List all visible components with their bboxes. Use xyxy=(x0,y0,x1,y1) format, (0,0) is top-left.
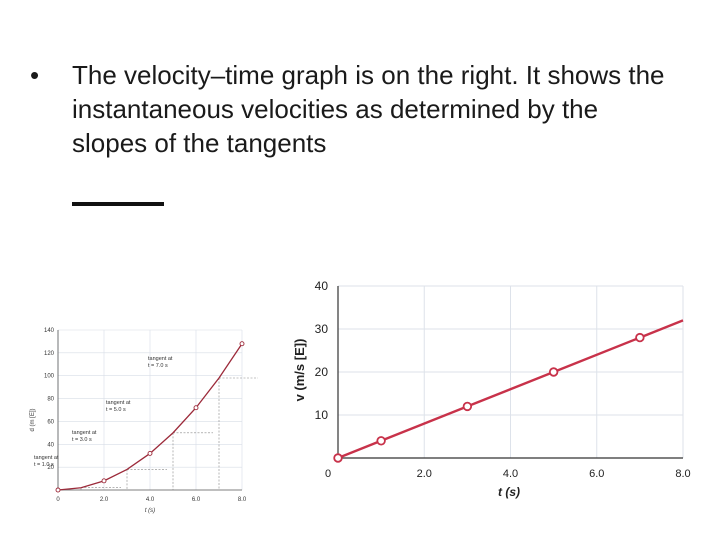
x-tick-label: 2.0 xyxy=(100,497,109,503)
fill-in-blank-line xyxy=(72,202,164,206)
y-tick-label: 40 xyxy=(47,442,54,448)
tangent-annotation: tangent att = 5.0 s xyxy=(106,400,131,413)
velocity-time-chart: 0 2.0 4.0 6.0 8.0 10 20 30 40 t (s) v (m/s [E]) xyxy=(292,279,691,499)
annotation-line1: tangent at xyxy=(148,356,173,362)
y-tick-label: 120 xyxy=(44,351,55,357)
position-time-chart: 0 2.0 4.0 6.0 8.0 20 40 60 80 100 120 140 t (s) d (m … xyxy=(30,328,258,514)
velocity-point xyxy=(333,453,343,463)
y-axis-label: v (m/s [E]) xyxy=(292,339,307,402)
y-tick-label: 100 xyxy=(44,374,55,380)
velocity-line xyxy=(337,319,684,460)
annotation-line2: t = 1.0 s xyxy=(34,462,54,468)
tangent-annotation: tangent att = 7.0 s xyxy=(148,356,173,369)
velocity-point xyxy=(462,401,473,412)
y-tick-label: 40 xyxy=(315,279,329,293)
y-tick-label: 140 xyxy=(44,328,55,334)
x-tick-label: 0 xyxy=(56,497,60,503)
tangent-annotation: tangent att = 3.0 s xyxy=(72,430,97,443)
velocity-point xyxy=(376,436,386,446)
curve-point xyxy=(193,405,199,411)
x-axis-label: t (s) xyxy=(145,508,155,514)
annotation-line2: t = 3.0 s xyxy=(72,437,92,443)
annotation-line2: t = 5.0 s xyxy=(106,407,126,413)
y-tick-label: 20 xyxy=(315,365,329,379)
y-tick-label: 10 xyxy=(315,408,329,422)
velocity-point xyxy=(635,332,645,343)
y-tick-label: 60 xyxy=(47,419,54,425)
x-tick-label: 8.0 xyxy=(675,468,690,480)
curve-point xyxy=(147,450,153,456)
y-tick-label: 20 xyxy=(47,465,54,471)
curve-point xyxy=(55,487,61,493)
annotation-line1: tangent at xyxy=(106,400,131,406)
y-tick-label: 80 xyxy=(47,397,54,403)
annotation-line1: tangent at xyxy=(34,455,59,461)
bullet-dot: • xyxy=(30,60,40,90)
x-tick-label: 6.0 xyxy=(589,468,604,480)
curve-point xyxy=(239,341,245,347)
annotation-line1: tangent at xyxy=(72,430,97,436)
x-tick-label: 0 xyxy=(325,468,331,480)
x-axis-label: t (s) xyxy=(498,485,520,499)
x-tick-label: 8.0 xyxy=(238,497,247,503)
y-tick-label: 30 xyxy=(315,322,329,336)
velocity-point xyxy=(548,367,559,377)
x-tick-label: 2.0 xyxy=(417,468,432,480)
x-tick-label: 4.0 xyxy=(146,497,155,503)
y-axis-label: d (m [E]) xyxy=(30,408,36,431)
bullet-text: The velocity–time graph is on the right.… xyxy=(72,60,665,158)
annotation-line2: t = 7.0 s xyxy=(148,363,168,369)
x-tick-label: 4.0 xyxy=(503,468,518,480)
curve-point xyxy=(101,478,107,484)
x-tick-label: 6.0 xyxy=(192,497,201,503)
tangent-annotation: tangent att = 1.0 s xyxy=(34,455,59,468)
